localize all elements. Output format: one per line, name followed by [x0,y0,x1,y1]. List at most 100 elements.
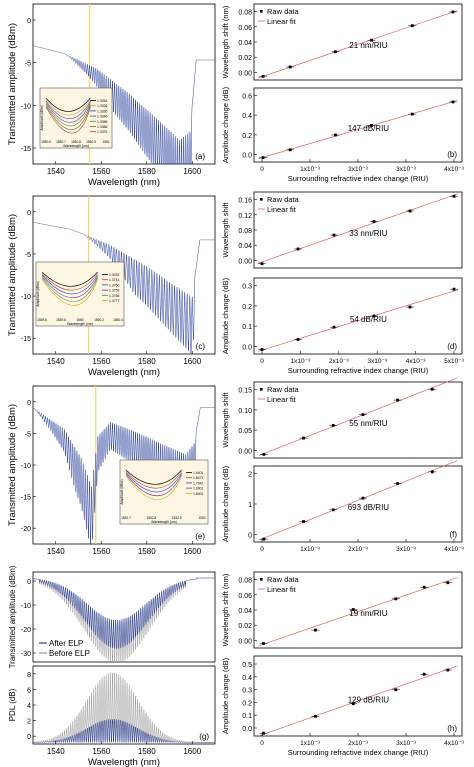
plot-g-top-frame [32,571,216,663]
plot-f-top-ytick-label: 0.15 [238,388,252,395]
plot-c-xtick-label: 1560 [92,357,110,366]
plot-f-top-ylabel: Wavelength shift [221,392,230,448]
plot-b-xtick-label: 3x10⁻³ [396,166,417,173]
plot-d-bottom-data-point [332,325,336,329]
plot-f-bottom-data-point [262,537,266,541]
legend-d-raw-marker [260,198,263,201]
plot-b-bottom-data-point [333,133,337,137]
plot-h-top-ytick-label: 0.04 [238,608,252,615]
plot-d-top-data-point [372,220,376,223]
plot-f-top-annotation: 55 nm/RIU [349,419,387,428]
plot-d-xlabel: Surrounding refractive index change (RIU… [288,366,429,375]
plot-e-ytick-label: -15 [21,495,31,502]
plot-b-top-data-point [261,74,265,78]
plot-f-top-data-point [430,387,434,391]
inset-a-xtick-label: 1550.6 [41,140,51,144]
plot-b-top-ytick-label: 0.02 [238,55,252,62]
inset-e-frame [119,459,209,525]
plot-c-ytick-label: -15 [21,336,31,343]
plot-h-top-ytick-label: 0.02 [238,623,252,630]
inset-a-xtick-label: 1551 [102,140,109,144]
plot-f-top-frame [253,381,463,459]
inset-e-legend-label: 1.7941 [193,481,203,485]
plot-d-bottom-data-point [260,348,264,351]
plot-c-xtick-label: 1580 [138,357,156,366]
inset-a-legend-label: 1.3326 [97,104,107,108]
plot-b-top-fit-line [258,10,458,79]
plot-f-panel-label: (f) [449,530,457,539]
legend-f-raw-marker [260,388,263,391]
plot-a-ytick-label: -15 [21,146,31,153]
plot-h-xtick-label: 3x10⁻³ [396,740,417,747]
plot-g-bottom-ytick-label: 4 [27,703,31,710]
legend-d-raw-label: Raw data [267,195,300,204]
plot-h-top-ylabel: Wavelength shift (nm) [221,573,230,646]
plot-e-ytick-label: 0 [27,400,31,407]
plot-a-ylabel: Transmitted amplitude (dBm) [7,23,18,145]
plot-f-top-data-point [361,413,365,416]
plot-b-bottom-ytick-label: 0.4 [242,113,252,120]
plot-f-top-ytick-label: 0.05 [238,428,252,435]
plot-d-top-ytick-label: 0.16 [238,198,252,205]
plot-g-top-ytick-label: 0 [27,579,31,586]
plot-b-top-ytick-label: 0.00 [238,70,252,77]
plot-h-bottom-data-point [262,731,265,735]
plot-a-panel-label: (a) [195,152,205,161]
plot-d-bottom-ytick-label: 0.0 [242,344,252,351]
inset-e-xlabel: Wavelength (nm) [151,520,177,524]
plot-c-panel-label: (c) [196,342,206,351]
plot-d-top-annotation: 33 nm/RIU [349,229,387,238]
inset-c-legend-label: 1.3777 [109,299,119,303]
plot-d-top-data-point [408,209,412,213]
plot-h-top-ytick-label: 0.00 [238,638,252,645]
plot-f-bottom-data-point [396,482,400,485]
plot-c-xtick-label: 1600 [183,357,201,366]
plot-g-bottom-ytick-label: 8 [27,672,31,679]
inset-c-legend-label: 1.3750 [109,283,119,287]
legend-b-raw-marker [260,10,263,13]
plot-d-bottom-ylabel: Amplitude change (dB) [221,277,230,354]
plot-h-top-fit-line [258,577,458,647]
plot-g-bottom-ylabel: PDL (dB) [8,688,17,721]
legend-g-after-label: After ELP [49,639,83,648]
plot-e-xtick-label: 1600 [183,547,201,556]
plot-h-bottom-annotation: 129 dB/RIU [348,695,390,704]
inset-c-curve [41,271,98,287]
plot-d-xtick-label: 4x10⁻³ [406,358,427,365]
plot-g-bottom-ytick-label: 6 [27,687,31,694]
inset-a-curve [45,100,91,119]
plot-g-top-ytick-label: -30 [21,651,31,658]
plot-d-top-ytick-label: 0.08 [238,228,252,235]
legend-f-fit-label: Linear fit [267,395,297,404]
plot-d-bottom-ytick-label: 0.1 [242,324,252,331]
plot-d-xtick-label: 1x10⁻³ [291,358,312,365]
inset-c-curve [41,277,98,302]
plot-c-xlabel: Wavelength (nm) [88,367,160,378]
inset-e-xtick-label: 1552.8 [146,516,156,520]
plot-h-top-data-point [262,642,265,645]
inset-c-legend-label: 1.3768 [109,294,119,298]
plot-b-bottom-data-point [261,156,265,160]
plot-h-xtick-label: 2x10⁻³ [348,740,369,747]
plot-g-pdl-before-line [32,672,215,744]
plot-d-bottom-data-point [296,338,300,341]
plot-h-top-data-point [446,581,450,585]
inset-c-curve [41,279,98,306]
inset-a-legend-label: 1.3356 [97,120,107,124]
plot-g-xtick-label: 1560 [92,747,110,756]
plot-h-bottom-ytick-label: 0.5 [242,662,252,669]
plot-d-top-data-point [332,233,336,237]
inset-c-ylabel: Amplitude (dBm) [36,281,40,306]
inset-e-legend-label: 1.6401 [193,471,203,475]
plot-g-bottom-ytick-label: 0 [27,734,31,741]
legend-b-fit-label: Linear fit [267,17,297,26]
inset-c-legend-label: 1.3741 [109,278,119,282]
legend-d-fit-label: Linear fit [267,205,297,214]
inset-e-curve [125,472,182,493]
inset-c-curve [41,274,98,295]
inset-a-curve [45,103,91,126]
inset-a-xtick-label: 1550.8 [71,140,81,144]
plot-e-xtick-label: 1560 [92,547,110,556]
plot-f-bottom-data-point [331,508,335,512]
plot-b-bottom-annotation: 147 dB/RIU [348,124,390,133]
